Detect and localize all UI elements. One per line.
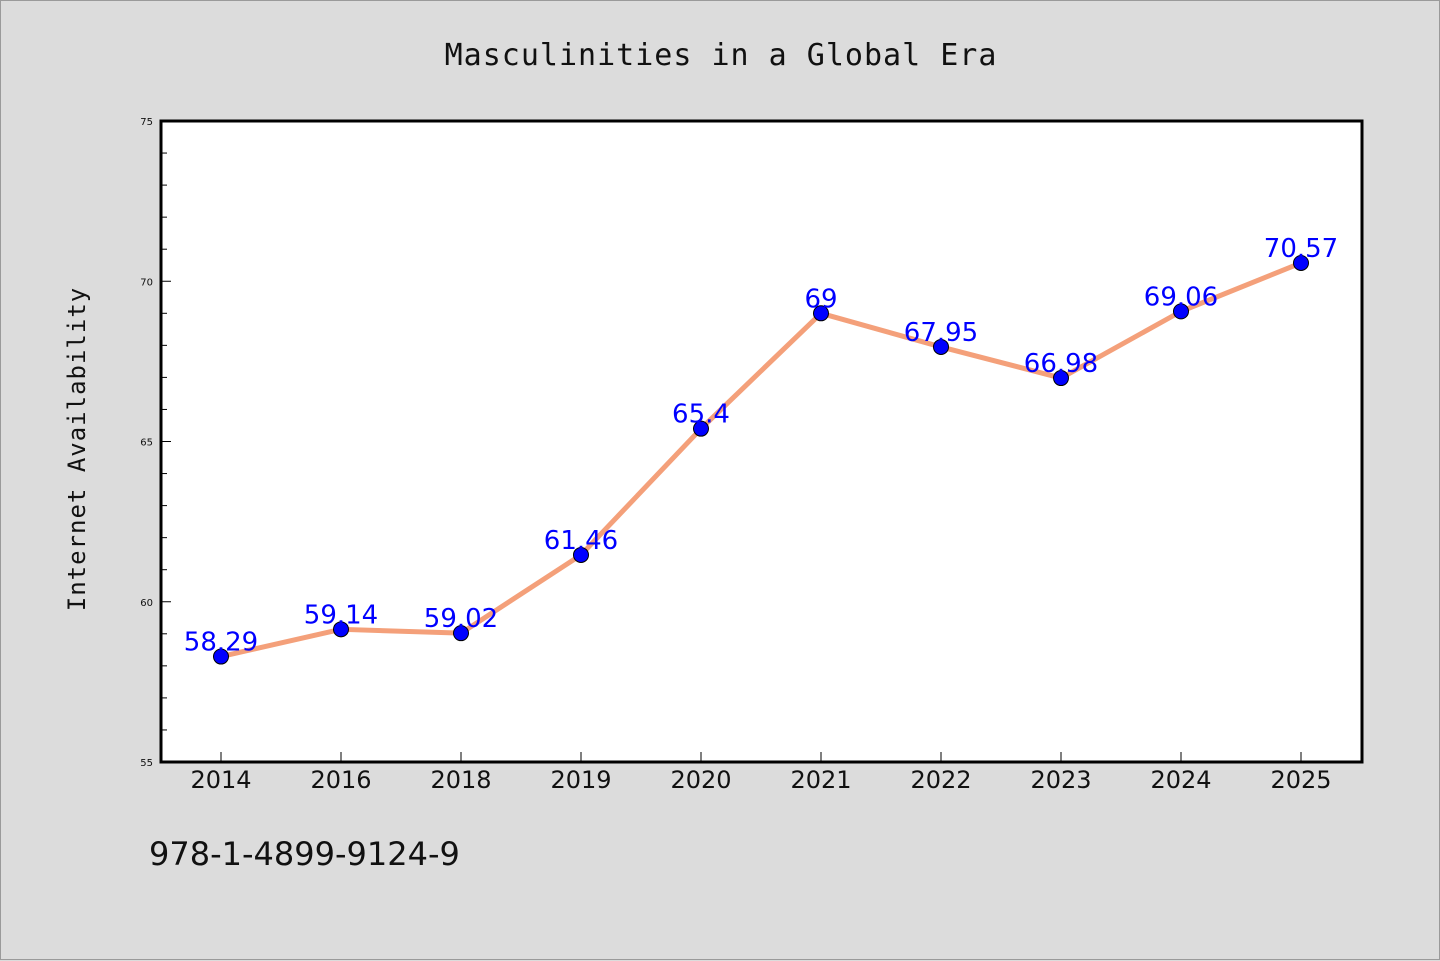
x-tick-label: 2014 xyxy=(190,766,251,794)
chart-title: Masculinities in a Global Era xyxy=(445,38,998,73)
x-tick-label: 2022 xyxy=(910,766,971,794)
data-point xyxy=(1293,254,1309,271)
data-label: 69 xyxy=(804,284,837,314)
y-tick-label: 70 xyxy=(140,277,153,288)
data-point xyxy=(693,420,709,437)
x-axis-ticks: 2014 2016 2018 2019 2020 2021 2022 2023 2024 2025 xyxy=(190,752,1332,794)
y-tick-label: 60 xyxy=(140,598,153,609)
data-label: 59.14 xyxy=(304,600,378,630)
isbn-text: 978-1-4899-9124-9 xyxy=(149,835,460,873)
data-label: 59.02 xyxy=(424,604,498,634)
y-tick-label: 65 xyxy=(140,438,153,449)
data-points xyxy=(213,254,1309,665)
data-point xyxy=(813,305,829,322)
data-label: 69.06 xyxy=(1144,282,1218,312)
data-point xyxy=(1173,303,1189,320)
plot-area xyxy=(159,119,1364,764)
series-line-group xyxy=(218,260,1304,660)
data-label: 66.98 xyxy=(1024,349,1098,379)
x-tick-label: 2019 xyxy=(550,766,611,794)
y-axis-label: Internet Availability xyxy=(63,287,91,611)
series-line xyxy=(218,260,1304,660)
data-point xyxy=(573,546,589,563)
x-tick-label: 2018 xyxy=(430,766,491,794)
data-label: 58.29 xyxy=(184,628,258,658)
x-tick-label: 2024 xyxy=(1150,766,1211,794)
data-label: 61.46 xyxy=(544,526,618,556)
data-point xyxy=(213,648,229,665)
data-point xyxy=(1053,370,1069,387)
data-labels: 58.29 59.14 59.02 61.46 65.4 69 67.95 66.98 69.0… xyxy=(184,234,1338,658)
data-label: 65.4 xyxy=(672,400,730,430)
y-axis-ticks: 55 60 65 70 75 xyxy=(140,117,171,769)
y-tick-label: 55 xyxy=(140,758,153,769)
x-tick-label: 2025 xyxy=(1270,766,1331,794)
data-point xyxy=(933,338,949,355)
x-tick-label: 2023 xyxy=(1030,766,1091,794)
data-label: 67.95 xyxy=(904,318,978,348)
x-tick-label: 2016 xyxy=(310,766,371,794)
data-point xyxy=(453,625,469,642)
x-tick-label: 2021 xyxy=(790,766,851,794)
y-tick-label: 75 xyxy=(140,117,153,128)
x-tick-label: 2020 xyxy=(670,766,731,794)
data-label: 70.57 xyxy=(1264,234,1338,264)
data-point xyxy=(333,621,349,638)
